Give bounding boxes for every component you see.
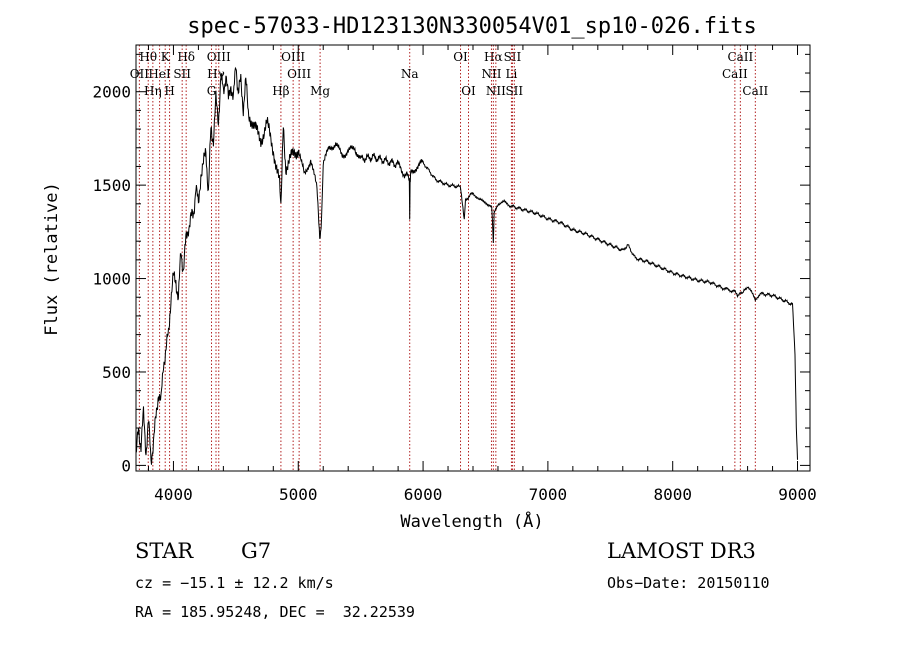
survey-name: LAMOST DR3 [607, 539, 756, 563]
x-tick-label: 4000 [154, 485, 193, 504]
coordinates: RA = 185.95248, DEC = 32.22539 [135, 603, 415, 621]
spectral-line-label: OIII [287, 67, 311, 81]
spectral-line-label: SII [173, 67, 191, 81]
spectral-line-label: OIII [207, 50, 231, 64]
x-tick-label: 5000 [279, 485, 318, 504]
chart-title: spec-57033-HD123130N330054V01_sp10-026.f… [187, 14, 757, 39]
spectral-line-label: Hα [484, 50, 503, 64]
y-tick-label: 1500 [92, 176, 131, 195]
spectral-line-label: SII [505, 84, 523, 98]
x-axis-label: Wavelength (Å) [400, 510, 543, 530]
spectral-line-label: NII [481, 67, 501, 81]
spectral-line-label: Na [401, 67, 419, 81]
spectrum-chart: spec-57033-HD123130N330054V01_sp10-026.f… [42, 14, 817, 530]
y-axis-label: Flux (relative) [42, 182, 62, 336]
spectral-line-label: Hθ [139, 50, 157, 64]
spectral-line-label: CaII [722, 67, 748, 81]
redshift-cz: cz = −15.1 ± 12.2 km/s [135, 574, 334, 592]
spectrum-series [135, 66, 798, 465]
spectral-line-label: H [164, 84, 174, 98]
x-tick-label: 8000 [653, 485, 692, 504]
spectrum-line [135, 66, 798, 465]
y-tick-label: 1000 [92, 270, 131, 289]
y-tick-label: 0 [121, 456, 131, 475]
plot-frame [135, 44, 811, 472]
spectral-line-label: Hδ [177, 50, 195, 64]
spectral-line-label: NII [486, 84, 506, 98]
x-tick-label: 7000 [529, 485, 568, 504]
spectral-subclass: G7 [241, 539, 272, 563]
spectral-line-label: CaII [742, 84, 768, 98]
object-type: STAR [135, 539, 194, 563]
y-tick-label: 500 [102, 363, 131, 382]
axis-ticks: 4000 5000 6000 7000 8000 9000 0 500 1000 1500 2000 [92, 45, 817, 504]
spectral-line-label: OI [453, 50, 468, 64]
spectral-line-label: OI [461, 84, 476, 98]
spectral-line-label: HeI [148, 67, 171, 81]
obs-date: Obs−Date: 20150110 [607, 574, 770, 592]
y-tick-label: 2000 [92, 83, 131, 102]
spectral-line-label: Hη [144, 84, 162, 98]
spectral-line-label: Mg [310, 84, 330, 98]
spectral-line-label: Hβ [272, 84, 289, 98]
x-tick-label: 6000 [404, 485, 443, 504]
spectral-line-label: G [207, 84, 217, 98]
spectral-line-label: OII [130, 67, 150, 81]
spectral-line-label: K [161, 50, 171, 64]
spectral-line-label: SII [504, 50, 522, 64]
spectral-line-label: CaII [727, 50, 753, 64]
spectral-line-label: OIII [281, 50, 305, 64]
spectral-line-label: Li [506, 67, 518, 81]
x-tick-label: 9000 [778, 485, 817, 504]
